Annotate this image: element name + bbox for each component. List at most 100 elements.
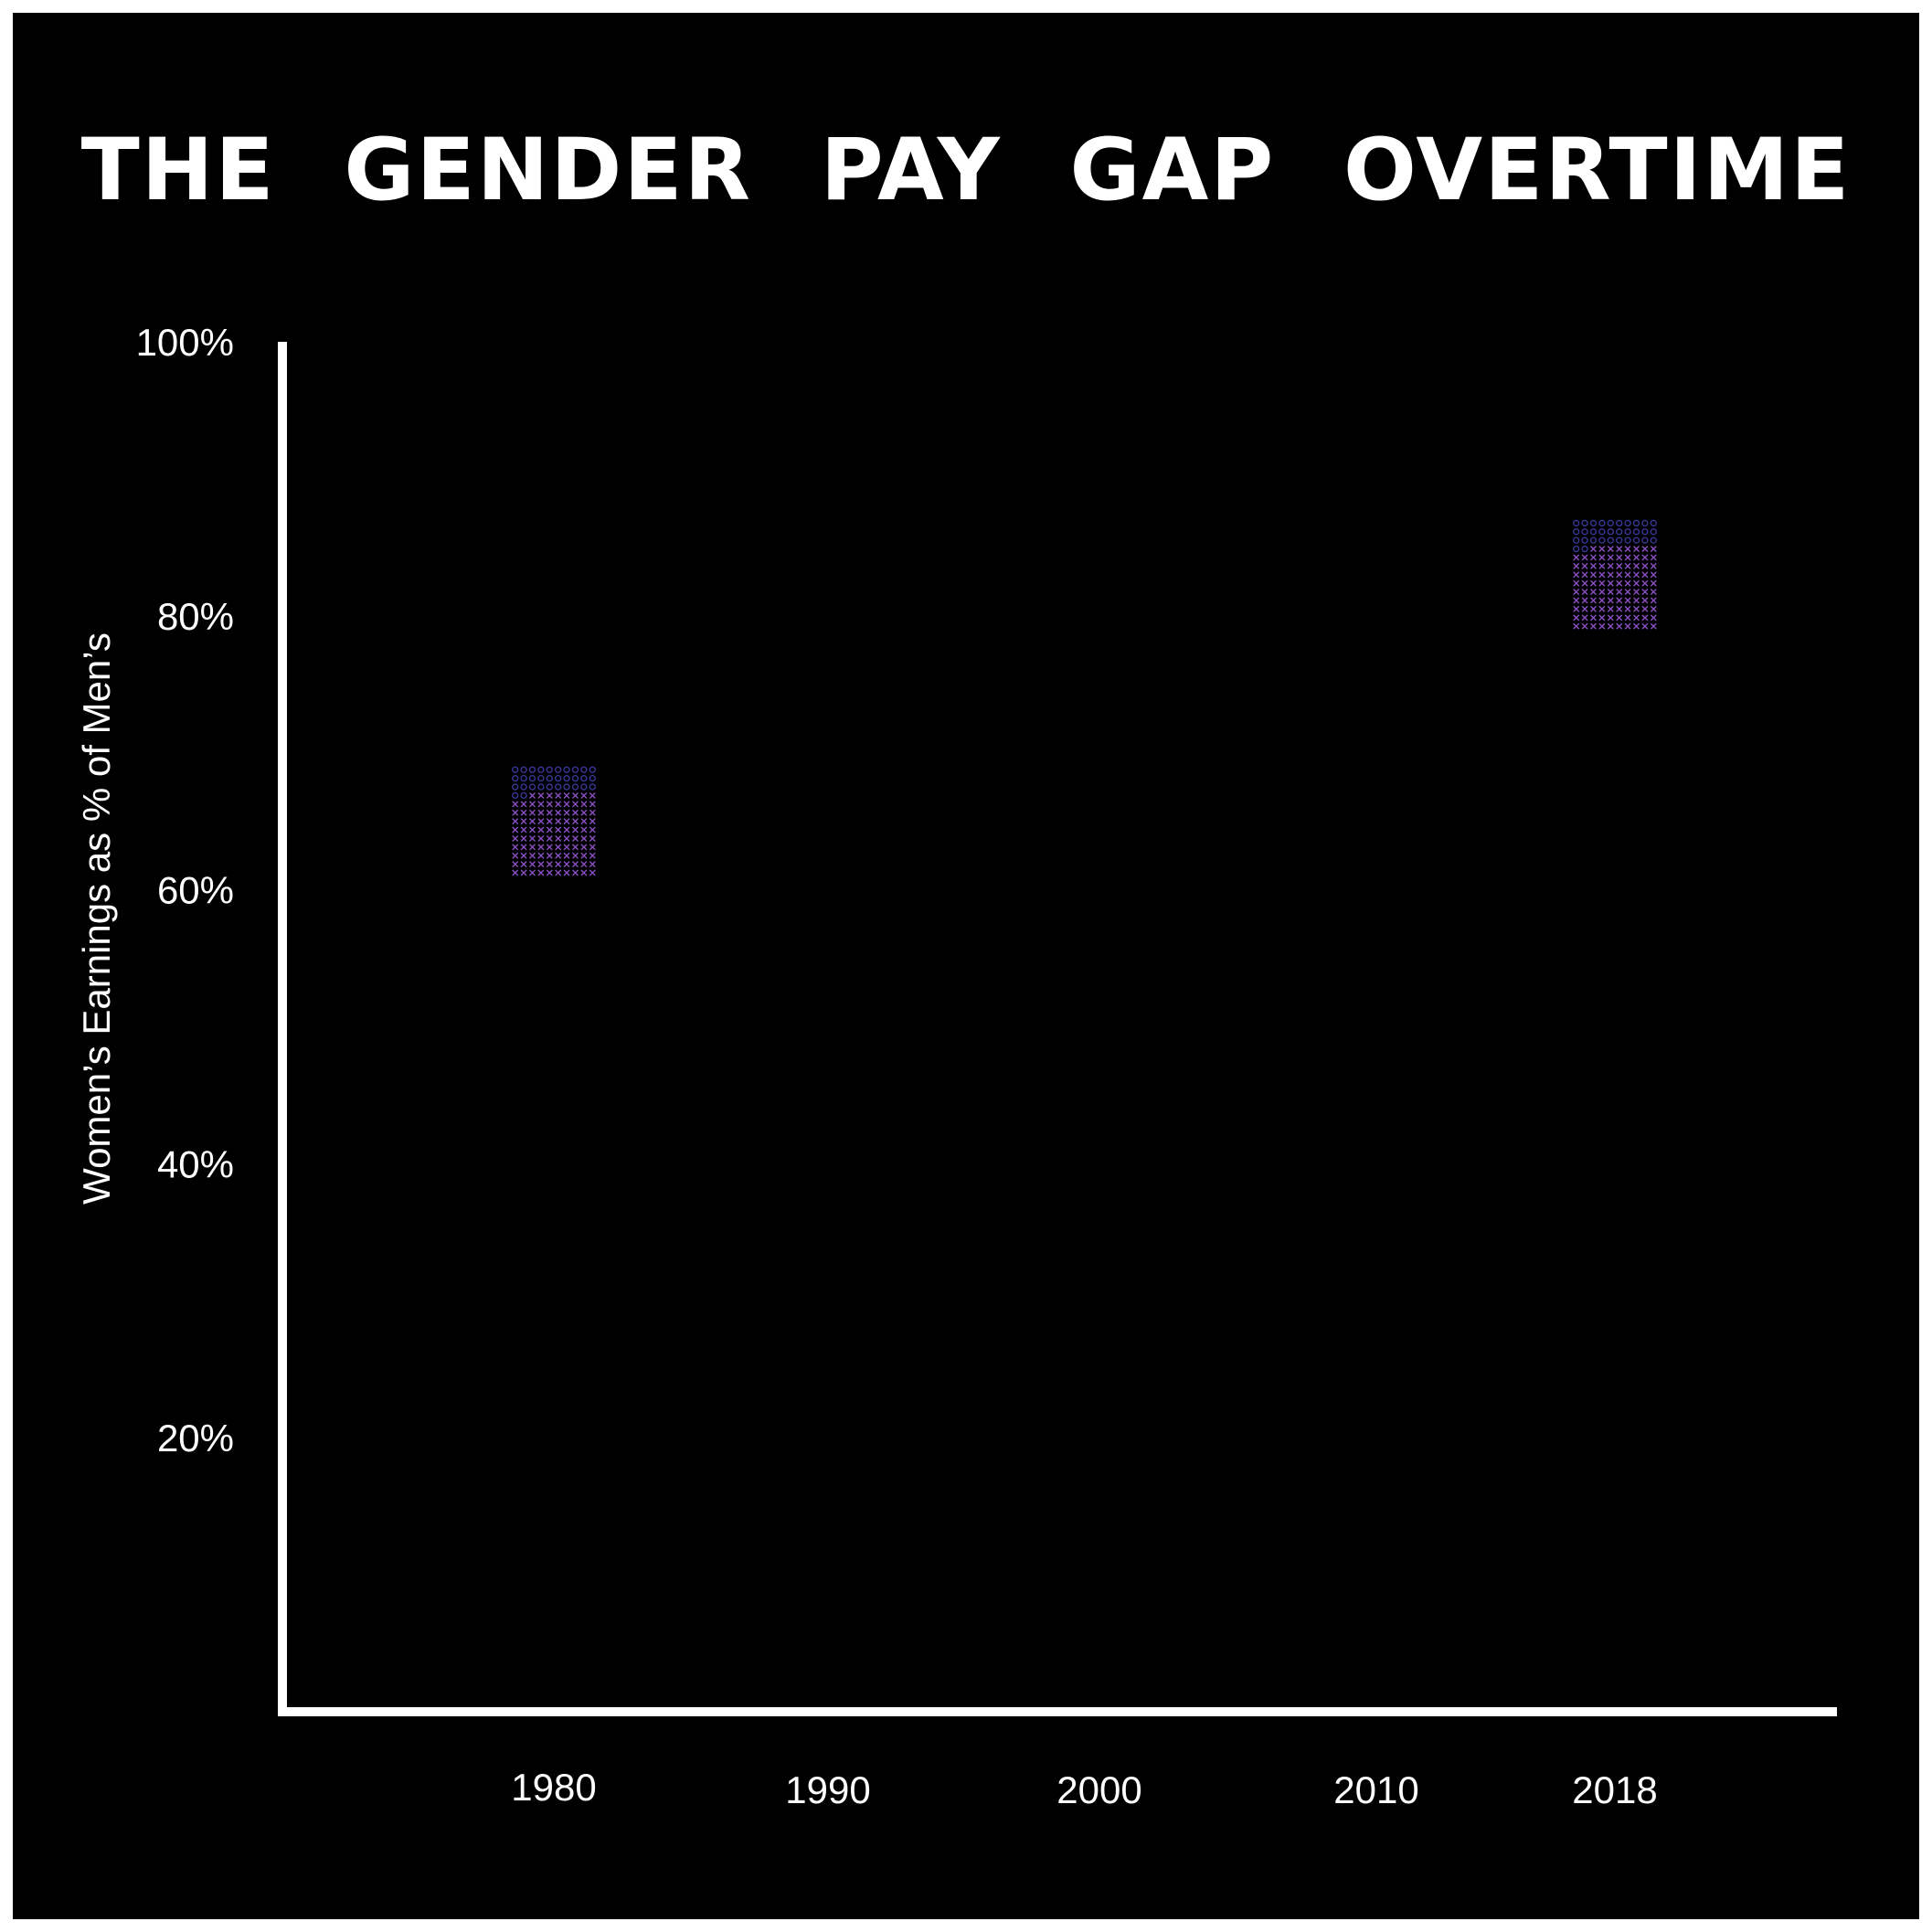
point-glyph-x — [512, 844, 519, 851]
point-glyph-x — [1624, 614, 1631, 621]
point-glyph-x — [529, 791, 536, 799]
point-glyph-o — [1607, 536, 1614, 544]
point-glyph-o — [1581, 528, 1588, 536]
point-glyph-x — [1641, 579, 1649, 587]
point-glyph-x — [537, 861, 545, 868]
point-glyph-x — [589, 801, 596, 808]
point-glyph-x — [1633, 614, 1640, 621]
point-glyph-x — [1573, 554, 1580, 561]
point-glyph-x — [1607, 546, 1614, 553]
point-glyph-x — [555, 818, 562, 825]
point-glyph-x — [1581, 562, 1588, 569]
point-glyph-x — [512, 801, 519, 808]
point-glyph-o — [1650, 519, 1657, 527]
point-glyph-x — [1633, 571, 1640, 579]
data-point — [512, 766, 596, 876]
point-glyph-o — [528, 783, 536, 791]
point-glyph-x — [529, 834, 536, 842]
point-glyph-x — [1633, 562, 1640, 569]
point-glyph-x — [563, 826, 570, 833]
point-glyph-o — [520, 783, 527, 791]
point-glyph-o — [1581, 545, 1588, 553]
chart-background — [13, 13, 1919, 1919]
point-glyph-o — [555, 775, 562, 782]
point-glyph-x — [1607, 597, 1614, 604]
point-glyph-o — [537, 775, 545, 782]
point-glyph-o — [1650, 536, 1657, 544]
point-glyph-o — [1624, 519, 1631, 527]
point-glyph-x — [520, 809, 527, 816]
point-glyph-x — [572, 834, 579, 842]
axes — [278, 342, 1837, 1716]
point-glyph-x — [512, 834, 519, 842]
point-glyph-o — [1573, 528, 1580, 536]
point-glyph-x — [563, 791, 570, 799]
point-glyph-x — [580, 801, 588, 808]
point-glyph-x — [1624, 562, 1631, 569]
chart-title: THE GENDER PAY GAP OVERTIME — [80, 121, 1852, 220]
point-glyph-x — [1598, 562, 1606, 569]
point-glyph-x — [580, 834, 588, 842]
point-glyph-o — [1581, 536, 1588, 544]
x-tick-label: 1980 — [511, 1766, 596, 1809]
point-glyph-x — [1598, 614, 1606, 621]
point-glyph-x — [1573, 579, 1580, 587]
point-glyph-x — [512, 869, 519, 876]
point-glyph-x — [572, 801, 579, 808]
point-glyph-x — [1624, 597, 1631, 604]
point-glyph-x — [537, 826, 545, 833]
point-glyph-x — [580, 809, 588, 816]
point-glyph-o — [571, 783, 579, 791]
point-glyph-o — [1598, 536, 1606, 544]
point-glyph-x — [546, 801, 553, 808]
point-glyph-x — [1590, 614, 1597, 621]
point-glyph-x — [537, 844, 545, 851]
point-glyph-x — [580, 826, 588, 833]
data-points — [512, 519, 1657, 876]
point-glyph-x — [589, 844, 596, 851]
point-glyph-x — [572, 852, 579, 859]
point-glyph-x — [589, 826, 596, 833]
point-glyph-x — [1573, 589, 1580, 596]
point-glyph-x — [1616, 554, 1623, 561]
point-glyph-x — [537, 809, 545, 816]
point-glyph-x — [1616, 597, 1623, 604]
point-glyph-x — [1650, 546, 1657, 553]
point-glyph-x — [1607, 614, 1614, 621]
y-tick-label: 40% — [157, 1142, 234, 1185]
data-point — [1573, 519, 1657, 630]
point-glyph-x — [1650, 614, 1657, 621]
y-axis-title: Women’s Earnings as % of Men’s — [75, 632, 118, 1205]
point-glyph-x — [1581, 571, 1588, 579]
point-glyph-x — [537, 852, 545, 859]
point-glyph-o — [1573, 519, 1580, 527]
point-glyph-x — [1598, 605, 1606, 612]
point-glyph-x — [1581, 554, 1588, 561]
point-glyph-o — [1581, 519, 1588, 527]
point-glyph-x — [520, 844, 527, 851]
point-glyph-x — [1650, 622, 1657, 630]
point-glyph-x — [546, 826, 553, 833]
point-glyph-o — [1607, 519, 1614, 527]
point-glyph-o — [512, 791, 519, 800]
x-tick-labels: 1980 1990 2000 2010 2018 — [511, 1766, 1657, 1811]
point-glyph-o — [1598, 519, 1606, 527]
point-glyph-o — [1589, 519, 1598, 527]
point-glyph-o — [1589, 536, 1598, 544]
point-glyph-x — [563, 834, 570, 842]
point-glyph-x — [546, 834, 553, 842]
point-glyph-x — [555, 869, 562, 876]
point-glyph-x — [1616, 622, 1623, 630]
point-glyph-x — [563, 869, 570, 876]
point-glyph-x — [555, 791, 562, 799]
point-glyph-o — [571, 766, 579, 773]
point-glyph-x — [589, 861, 596, 868]
point-glyph-o — [1632, 528, 1640, 536]
point-glyph-o — [580, 766, 588, 773]
point-glyph-o — [1624, 528, 1631, 536]
point-glyph-x — [1598, 554, 1606, 561]
point-glyph-x — [1624, 579, 1631, 587]
point-glyph-x — [1581, 579, 1588, 587]
point-glyph-o — [1641, 528, 1649, 536]
point-glyph-o — [1641, 519, 1649, 527]
